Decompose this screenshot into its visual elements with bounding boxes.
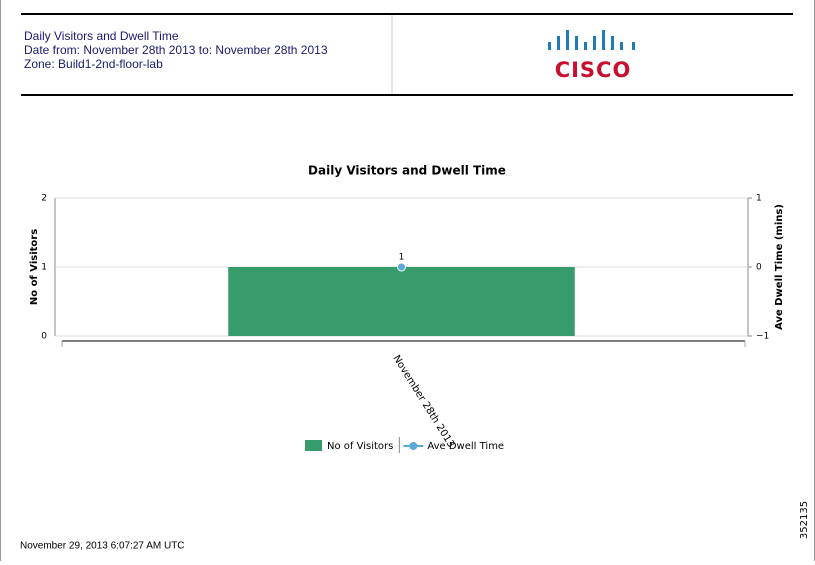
legend-swatch bbox=[305, 440, 322, 451]
timestamp: November 29, 2013 6:07:27 AM UTC bbox=[20, 541, 185, 552]
y2-tick-label: 1 bbox=[756, 194, 762, 204]
logo-bars bbox=[548, 30, 635, 50]
x-tick-label: November 28th 2013 bbox=[390, 353, 456, 449]
y2-tick-label: 0 bbox=[756, 263, 762, 273]
y2-axis-label: Ave Dwell Time (mins) bbox=[774, 204, 785, 330]
y-tick-label: 2 bbox=[41, 194, 47, 204]
header-line: Daily Visitors and Dwell Time bbox=[24, 29, 179, 43]
y-tick-label: 1 bbox=[41, 263, 47, 273]
legend-marker bbox=[409, 442, 418, 450]
data-label: 1 bbox=[399, 253, 405, 263]
legend-label: Ave Dwell Time bbox=[427, 441, 504, 452]
header-line: Zone: Build1-2nd-floor-lab bbox=[24, 57, 163, 71]
legend-label: No of Visitors bbox=[327, 441, 393, 452]
chart-title: Daily Visitors and Dwell Time bbox=[308, 164, 506, 178]
line-point bbox=[397, 262, 406, 272]
y2-tick-label: −1 bbox=[756, 332, 769, 342]
header-line: Date from: November 28th 2013 to: Novemb… bbox=[24, 43, 328, 57]
figure-id: 352135 bbox=[799, 501, 810, 539]
logo-text: CISCO bbox=[555, 58, 632, 82]
y-tick-label: 0 bbox=[41, 332, 47, 342]
bar bbox=[228, 267, 575, 336]
y-axis-label: No of Visitors bbox=[29, 229, 40, 305]
